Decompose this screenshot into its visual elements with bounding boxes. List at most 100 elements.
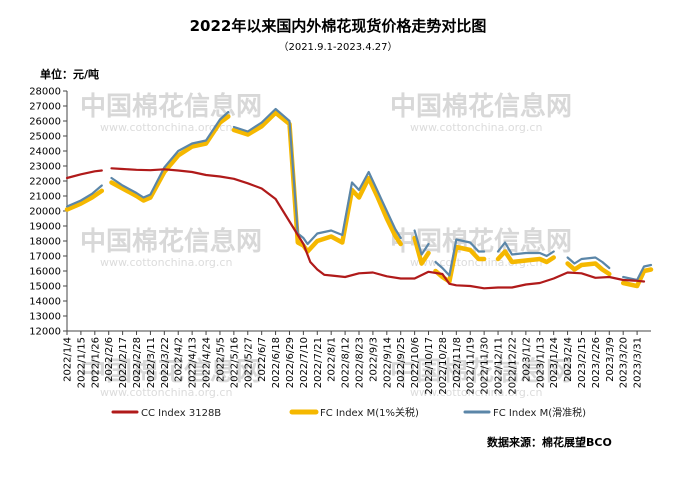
chart-subtitle: （2021.9.1-2023.4.27） (278, 41, 397, 53)
x-tick-label: 2022/2/17 (118, 337, 129, 388)
series-line (232, 107, 402, 246)
series-line (495, 249, 556, 265)
x-tick-label: 2022/1/4 (63, 337, 74, 382)
y-tick-label: 18000 (29, 237, 61, 248)
x-tick-label: 2022/6/29 (285, 337, 296, 388)
x-tick-label: 2022/12/11 (494, 337, 505, 395)
series-line (565, 261, 612, 277)
series-1 (64, 110, 654, 289)
x-tick-label: 2022/6/7 (257, 337, 268, 382)
y-tick-label: 13000 (29, 312, 61, 323)
x-tick-label: 2022/9/3 (368, 337, 379, 382)
x-tick-label: 2023/3/20 (619, 337, 630, 388)
x-tick-label: 2022/8/12 (341, 337, 352, 388)
x-tick-label: 2022/9/25 (396, 337, 407, 388)
x-tick-label: 2023/1/2 (521, 337, 532, 382)
watermark-url: www.cottonchina.org.cn (100, 121, 232, 134)
series-line (110, 167, 646, 290)
x-tick-label: 2022/11/30 (480, 337, 491, 395)
x-tick-label: 2022/12/22 (507, 337, 518, 395)
watermark-url: www.cottonchina.org.cn (410, 386, 542, 399)
x-axis: 2022/1/4 2022/1/15 2022/1/26 2022/2/6 2022/2… (63, 331, 644, 395)
x-tick-label: 2022/8/1 (327, 337, 338, 382)
series-line (412, 235, 431, 266)
unit-label: 单位：元/吨 (40, 67, 99, 81)
x-tick-label: 2022/2/6 (104, 337, 115, 382)
x-tick-label: 2022/10/28 (438, 337, 449, 395)
series-layer (64, 107, 654, 290)
x-tick-label: 2022/4/13 (188, 337, 199, 388)
legend-item-1: FC Index M(1%关税) (289, 406, 419, 419)
x-tick-label: 2022/3/11 (146, 337, 157, 388)
x-tick-label: 2022/11/19 (466, 337, 477, 395)
watermark-text: 中国棉花信息网 (80, 226, 262, 257)
x-tick-label: 2022/5/27 (243, 337, 254, 388)
legend-label: CC Index 3128B (141, 408, 221, 419)
y-tick-label: 24000 (29, 147, 61, 158)
series-line (65, 184, 103, 208)
y-tick-label: 23000 (29, 162, 61, 173)
x-tick-label: 2022/10/6 (410, 337, 421, 388)
chart-title: 2022年以来国内外棉花现货价格走势对比图 (190, 17, 487, 35)
series-line (620, 267, 654, 289)
x-tick-label: 2022/5/16 (229, 337, 240, 388)
x-tick-label: 2023/3/9 (605, 337, 616, 382)
series-line (566, 256, 611, 270)
y-tick-label: 21000 (29, 192, 61, 203)
series-line (622, 263, 653, 282)
watermark-text: 中国棉花信息网 (390, 91, 572, 122)
y-tick-label: 14000 (29, 297, 61, 308)
source-note: 数据来源：棉花展望BCO (487, 435, 612, 449)
x-tick-label: 2022/4/24 (202, 337, 213, 388)
y-tick-label: 17000 (29, 252, 61, 263)
x-tick-label: 2023/2/4 (563, 337, 574, 382)
series-line (434, 238, 486, 277)
watermark-text: 中国棉花信息网 (80, 91, 262, 122)
y-tick-label: 20000 (29, 207, 61, 218)
y-tick-label: 26000 (29, 117, 61, 128)
y-axis: 12000 13000 14000 15000 16000 17000 18000 19000… (29, 87, 67, 338)
watermark-url: www.cottonchina.org.cn (100, 386, 232, 399)
y-tick-label: 16000 (29, 267, 61, 278)
legend-label: FC Index M(滑准税) (493, 406, 586, 419)
y-tick-label: 27000 (29, 102, 61, 113)
x-tick-label: 2022/1/26 (90, 337, 101, 388)
series-line (413, 229, 430, 256)
y-tick-label: 25000 (29, 132, 61, 143)
legend-label: FC Index M(1%关税) (320, 406, 419, 419)
watermark-layer: 中国棉花信息网www.cottonchina.org.cn中国棉花信息网www.… (80, 91, 572, 399)
series-line (110, 110, 230, 199)
watermark-url: www.cottonchina.org.cn (100, 256, 232, 269)
series-line (65, 169, 103, 180)
series-line (109, 114, 231, 203)
series-line (64, 188, 105, 212)
series-line (231, 110, 403, 254)
x-tick-label: 2022/8/23 (355, 337, 366, 388)
x-tick-label: 2023/1/13 (535, 337, 546, 388)
x-tick-label: 2022/3/22 (160, 337, 171, 388)
series-line (496, 241, 555, 258)
x-tick-label: 2022/9/14 (382, 337, 393, 388)
legend-item-2: FC Index M(滑准税) (463, 406, 586, 419)
x-tick-label: 2022/7/21 (313, 337, 324, 388)
x-tick-label: 2022/1/15 (76, 337, 87, 388)
series-line (433, 244, 487, 284)
y-tick-label: 19000 (29, 222, 61, 233)
series-2 (65, 107, 653, 282)
x-tick-label: 2022/11/8 (452, 337, 463, 388)
x-tick-label: 2023/1/24 (549, 337, 560, 388)
x-tick-label: 2023/2/26 (591, 337, 602, 388)
x-tick-label: 2022/7/10 (299, 337, 310, 388)
x-tick-label: 2022/5/5 (215, 337, 226, 382)
y-tick-label: 28000 (29, 87, 61, 98)
x-tick-label: 2022/10/17 (424, 337, 435, 395)
y-tick-label: 22000 (29, 177, 61, 188)
x-tick-label: 2022/2/28 (132, 337, 143, 388)
x-tick-label: 2022/4/2 (174, 337, 185, 382)
